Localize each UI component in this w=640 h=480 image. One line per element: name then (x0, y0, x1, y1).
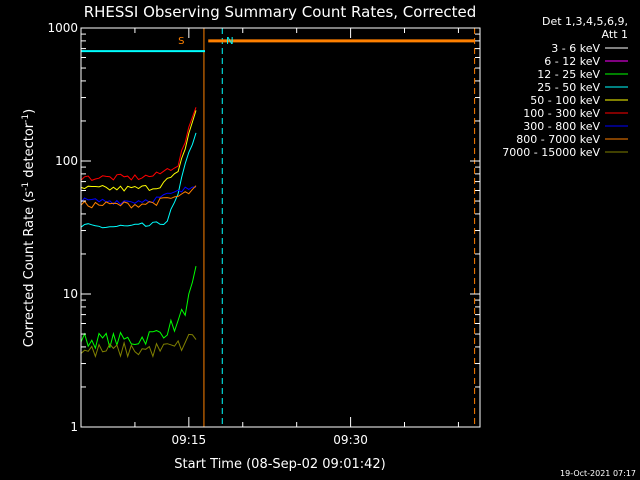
annotation-n: N (226, 36, 233, 47)
legend-label-7: 800 - 7000 keV (516, 133, 600, 146)
y-axis-label-end: ) (22, 109, 37, 114)
series-line-6-segment-0 (80, 186, 196, 206)
x-tick-label-0915: 09:15 (172, 433, 207, 447)
y-axis-label-sup1: -1 (21, 182, 31, 191)
series-line-2-segment-0 (80, 265, 197, 350)
y-axis-label-main: Corrected Count Rate (s (22, 191, 37, 348)
chart-title: RHESSI Observing Summary Count Rates, Co… (84, 3, 477, 21)
series-line-4-segment-0 (80, 110, 197, 192)
legend-label-6: 300 - 800 keV (523, 120, 600, 133)
x-axis-ticks: 09:15 09:30 (80, 28, 459, 447)
legend-label-4: 50 - 100 keV (530, 94, 600, 107)
y-tick-label-1: 1 (70, 420, 78, 434)
legend-header-1: Det 1,3,4,5,6,9, (542, 15, 628, 28)
x-tick-label-0930: 09:30 (333, 433, 368, 447)
plot-frame (80, 27, 481, 428)
series-line-8-segment-0 (80, 333, 197, 359)
x-axis-label: Start Time (08-Sep-02 09:01:42) (174, 457, 385, 472)
legend-label-8: 7000 - 15000 keV (502, 146, 600, 159)
annotation-s: S (178, 36, 184, 47)
series-line-7-segment-0 (80, 185, 197, 209)
y-tick-label-100: 100 (55, 154, 78, 168)
y-axis-label-sup2: -1 (21, 114, 31, 123)
y-axis-label-mid: detector (22, 122, 37, 182)
timestamp: 19-Oct-2021 07:17 (560, 469, 636, 478)
y-tick-label-10: 10 (63, 287, 78, 301)
legend-label-3: 25 - 50 keV (537, 81, 600, 94)
y-axis-ticks: 1 10 100 1000 (47, 21, 480, 434)
legend-label-2: 12 - 25 keV (537, 68, 600, 81)
legend-label-5: 100 - 300 keV (523, 107, 600, 120)
legend-label-0: 3 - 6 keV (551, 42, 600, 55)
y-axis-label: Corrected Count Rate (s-1 detector-1) (21, 109, 37, 347)
legend-label-1: 6 - 12 keV (544, 55, 600, 68)
legend-header-2: Att 1 (602, 28, 628, 41)
y-tick-label-1000: 1000 (47, 21, 78, 35)
series-line-5-segment-0 (80, 107, 197, 181)
